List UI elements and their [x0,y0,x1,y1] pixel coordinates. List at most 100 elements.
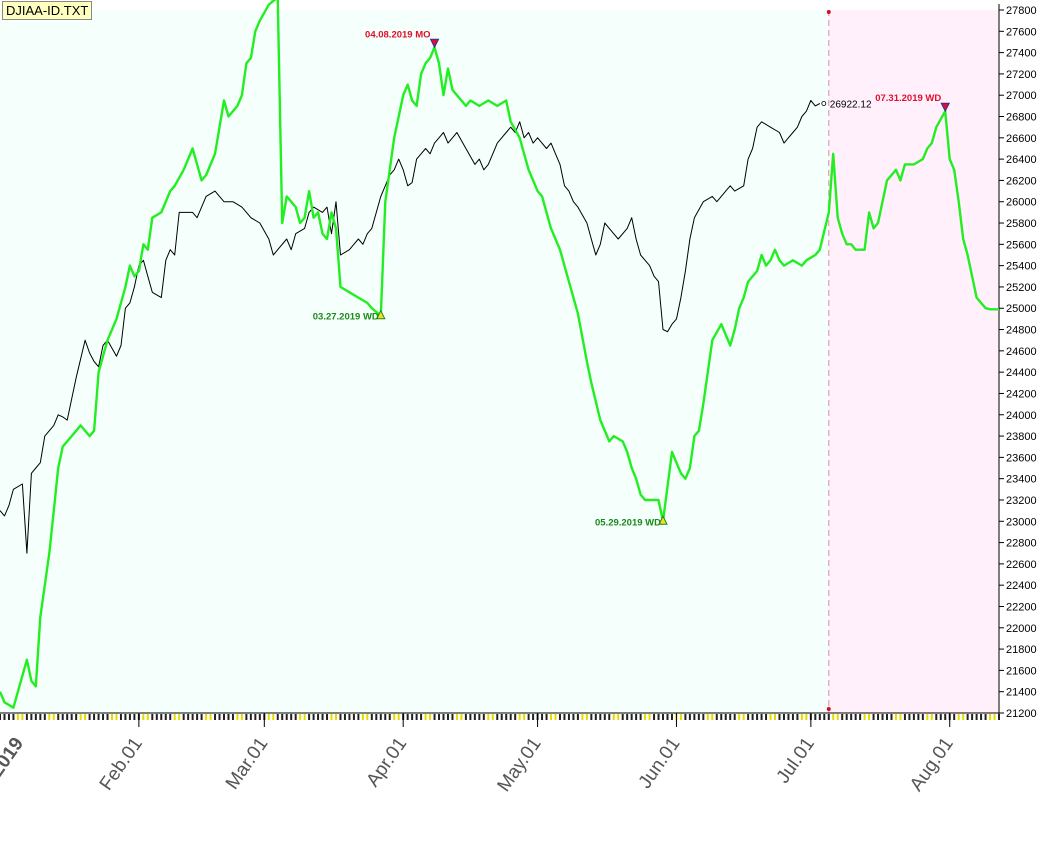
x-day-tick [142,714,145,720]
x-day-tick [608,714,611,720]
x-day-tick [294,714,297,720]
x-day-tick [442,714,445,720]
y-tick-label: 27600 [1006,26,1037,38]
x-day-tick [814,714,817,720]
y-tick-label: 22600 [1006,559,1037,571]
x-day-tick [603,714,606,720]
x-day-tick [877,714,880,720]
x-day-tick [308,714,311,720]
x-day-tick [236,714,239,720]
x-day-tick [406,714,409,720]
x-day-tick [169,714,172,720]
x-day-tick [276,714,279,720]
x-day-tick [715,714,718,720]
x-month-label: Aug.01 [906,734,958,795]
x-day-tick [110,714,113,720]
x-day-tick [415,714,418,720]
x-day-tick [281,714,284,720]
x-day-tick [34,714,37,720]
x-day-tick [697,714,700,720]
y-tick-label: 24000 [1006,410,1037,422]
x-day-tick [720,714,723,720]
x-day-tick [48,714,51,720]
y-tick-label: 26000 [1006,197,1037,209]
x-day-tick [160,714,163,720]
last-value-label: 26922.12 [830,100,872,111]
x-day-tick [908,714,911,720]
x-day-tick [621,714,624,720]
x-day-tick [451,714,454,720]
y-tick-label: 25000 [1006,303,1037,315]
x-day-tick [7,714,10,720]
x-day-tick [863,714,866,720]
x-day-tick [903,714,906,720]
bottom-label: 03.27.2019 WD [313,312,379,323]
x-day-tick [684,714,687,720]
x-day-tick [966,714,969,720]
x-day-tick [119,714,122,720]
x-month-label: Mar.01 [222,734,273,794]
y-tick-label: 25800 [1006,218,1037,230]
x-month-label: Feb.01 [96,734,147,795]
x-day-tick [791,714,794,720]
x-day-tick [88,714,91,720]
last-value-dot [821,101,827,106]
x-day-tick [106,714,109,720]
x-day-tick [393,714,396,720]
bottom-marker [375,309,386,320]
x-day-tick [935,714,938,720]
x-day-tick [473,714,476,720]
y-tick-label: 22800 [1006,538,1037,550]
x-day-tick [200,714,203,720]
top-marker [429,38,440,49]
x-day-tick [370,714,373,720]
x-day-tick [581,714,584,720]
x-day-tick [61,714,64,720]
bottom-label: 05.29.2019 WD [595,517,661,528]
x-day-tick [30,714,33,720]
x-day-tick [52,714,55,720]
x-day-tick [796,714,799,720]
y-tick-label: 24200 [1006,388,1037,400]
x-day-tick [518,714,521,720]
x-day-tick [209,714,212,720]
x-day-tick [899,714,902,720]
x-day-tick [612,714,615,720]
x-day-tick [693,714,696,720]
x-day-tick [254,714,257,720]
x-day-tick [984,714,987,720]
y-tick-label: 24600 [1006,346,1037,358]
y-tick-label: 23600 [1006,452,1037,464]
x-day-tick [79,714,82,720]
x-day-tick [66,714,69,720]
x-day-tick [420,714,423,720]
x-day-tick [446,714,449,720]
y-tick-label: 21800 [1006,644,1037,656]
x-day-tick [585,714,588,720]
y-tick-label: 26800 [1006,112,1037,124]
x-day-tick [196,714,199,720]
y-tick-label: 24400 [1006,367,1037,379]
y-tick-label: 23400 [1006,474,1037,486]
x-day-tick [249,714,252,720]
x-day-tick [747,714,750,720]
x-day-tick [272,714,275,720]
x-day-tick [679,714,682,720]
y-tick-label: 25600 [1006,239,1037,251]
annotation-layer: 26922.1203.04.2019 MO04.08.2019 MO03.27.… [313,29,951,528]
bottom-marker [658,515,668,525]
x-day-tick [550,714,553,720]
x-day-tick [957,714,960,720]
x-month-label: Apr.01 [363,734,412,791]
x-month-label: May.01 [494,734,546,796]
x-day-tick [617,714,620,720]
x-day-tick [971,714,974,720]
x-day-tick [438,714,441,720]
x-day-tick [187,714,190,720]
x-day-tick [0,714,1,720]
x-day-tick [742,714,745,720]
x-day-tick [912,714,915,720]
x-day-tick [231,714,234,720]
x-day-tick [93,714,96,720]
x-day-tick [267,714,270,720]
